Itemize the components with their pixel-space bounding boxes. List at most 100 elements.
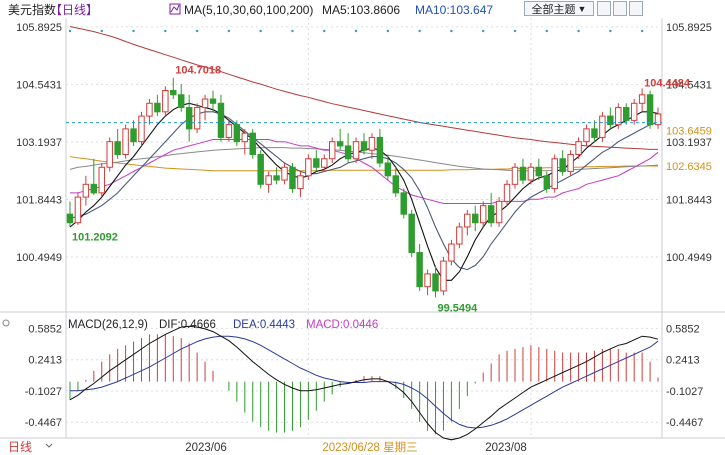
candle-body (360, 141, 368, 151)
candle-body (535, 166, 543, 177)
candlestick (90, 158, 98, 195)
high-annotation: 104.7018 (175, 65, 221, 77)
candlestick (122, 124, 129, 159)
macd-tick-left: -0.1027 (25, 386, 62, 398)
indicator-icon (169, 3, 181, 15)
candlestick (654, 107, 662, 129)
low-annotation-recent: 99.5494 (438, 302, 479, 314)
candlestick (567, 150, 574, 176)
candle-body (249, 132, 256, 155)
theme-selector-dropdown[interactable]: 全部主题 ▼ (524, 1, 594, 16)
candlestick (638, 88, 646, 112)
candlestick (559, 150, 566, 176)
candle-body (305, 158, 312, 177)
candle-body (265, 175, 272, 185)
candle-body (519, 166, 527, 181)
candlestick (273, 167, 280, 185)
macd-tick-right: 0.2413 (666, 355, 700, 367)
candle-body (479, 205, 487, 224)
candlestick (130, 120, 137, 146)
candle-body (154, 102, 161, 113)
event-marker-dot (291, 29, 294, 33)
candlestick (630, 99, 638, 125)
price-tick-right: 103.1937 (666, 137, 712, 149)
candle-body (257, 153, 264, 185)
price-tick-right: 100.4949 (666, 252, 712, 264)
candle-body (575, 141, 582, 155)
candle-body (98, 166, 105, 194)
candlestick (575, 137, 582, 159)
candlestick (313, 150, 320, 172)
settings-icon[interactable] (2, 319, 10, 327)
candle-body (289, 166, 296, 190)
candle-body (384, 162, 392, 177)
event-marker-dot (609, 29, 612, 33)
candlestick (336, 128, 344, 151)
ma30-line (70, 139, 659, 204)
candlestick (82, 175, 90, 206)
price-tick-left: 104.5431 (16, 79, 62, 91)
candlestick (464, 209, 471, 236)
candle-body (321, 158, 328, 168)
hide-toolbar-button[interactable] (629, 1, 643, 16)
candle-body (138, 115, 145, 143)
candlestick (249, 128, 256, 159)
candle-body (233, 124, 241, 143)
candlestick (265, 171, 272, 193)
price-tick-left: 105.8925 (16, 22, 62, 34)
event-marker-dot (100, 29, 103, 33)
candlestick (185, 94, 193, 142)
theme-selector-label: 全部主题 (531, 3, 576, 16)
candlestick (321, 154, 328, 172)
candlestick (535, 158, 543, 181)
restore-button[interactable] (597, 1, 611, 16)
candle-body (114, 141, 121, 155)
candle-body (122, 128, 129, 155)
candlestick (440, 256, 447, 296)
candlestick (472, 205, 479, 232)
candle-body (487, 205, 495, 224)
candlestick (511, 163, 519, 189)
candlestick (241, 128, 249, 155)
ma10-line (69, 111, 659, 271)
ma200-line (69, 26, 658, 150)
candlestick (209, 90, 217, 112)
candle-body (440, 260, 447, 292)
candle-body (106, 141, 113, 168)
period-label: 【日线】 (50, 3, 98, 17)
candle-body (583, 128, 590, 143)
chevron-down-icon: ▼ (577, 3, 587, 14)
macd-dea-value: DEA:0.4443 (233, 319, 295, 331)
candlestick (408, 209, 415, 257)
candlestick (281, 163, 288, 185)
macd-tick-right: -0.4467 (666, 417, 703, 429)
candle-body (146, 102, 153, 117)
candlestick (114, 128, 121, 159)
candle-body (328, 141, 336, 160)
event-marker-dot (68, 29, 72, 33)
candlestick (543, 171, 550, 193)
chevron-down-icon[interactable] (45, 443, 53, 448)
candle-body (551, 158, 558, 190)
indicator-button[interactable] (613, 1, 627, 16)
event-marker-dot (640, 29, 644, 33)
footer-period-label: 日线 (8, 440, 32, 454)
candlestick (615, 103, 622, 129)
candle-body (336, 141, 344, 147)
event-marker-dot (132, 29, 135, 33)
candle-body (456, 226, 463, 245)
candlestick (305, 154, 312, 181)
event-marker-dot (354, 29, 358, 33)
candlestick (297, 171, 304, 198)
candle-body (281, 166, 288, 181)
candlestick (289, 163, 296, 193)
candle-body (638, 94, 646, 104)
ma5-line (69, 102, 659, 281)
macd-tick-right: 0.5852 (666, 323, 700, 335)
candle-body (170, 90, 177, 96)
candle-body (503, 183, 511, 202)
event-marker-dot (227, 29, 231, 33)
event-marker-dot (577, 29, 580, 33)
candlestick (487, 192, 495, 227)
